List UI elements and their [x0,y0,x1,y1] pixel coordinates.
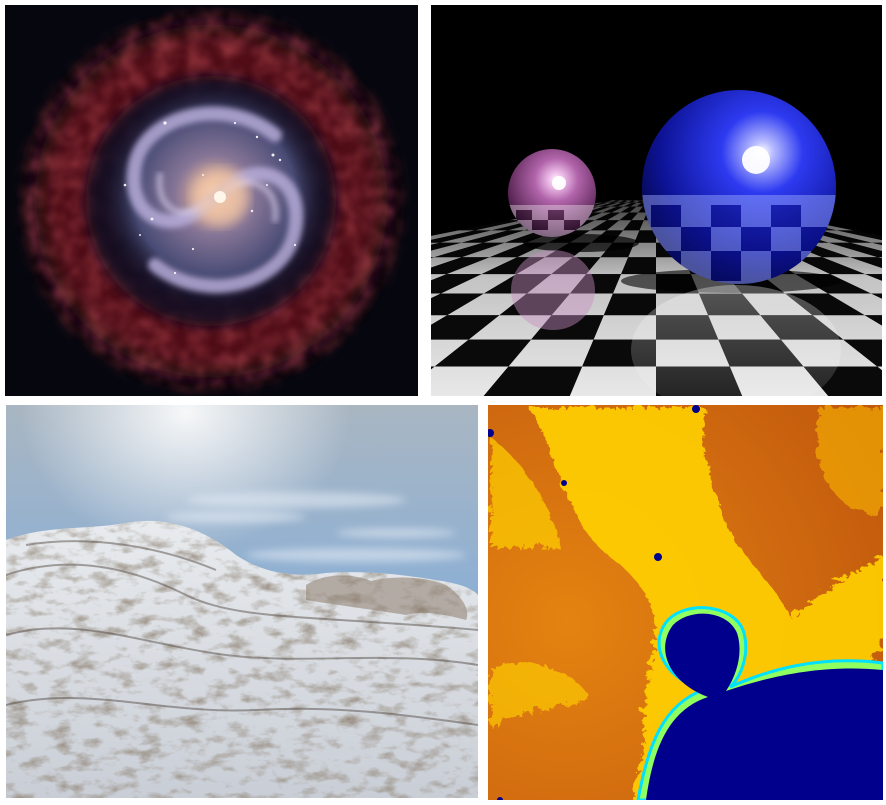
mandelbrot-fractal-icon [488,405,883,800]
fractal-image [488,405,883,800]
spiral-galaxy-render-icon [5,5,418,396]
mandelbrot-set [646,613,883,800]
raytraced-spheres-icon [431,5,882,396]
raytrace-image [431,5,882,396]
terrain-image [6,405,478,798]
procedural-terrain-icon [6,405,478,798]
galaxy-image [5,5,418,396]
